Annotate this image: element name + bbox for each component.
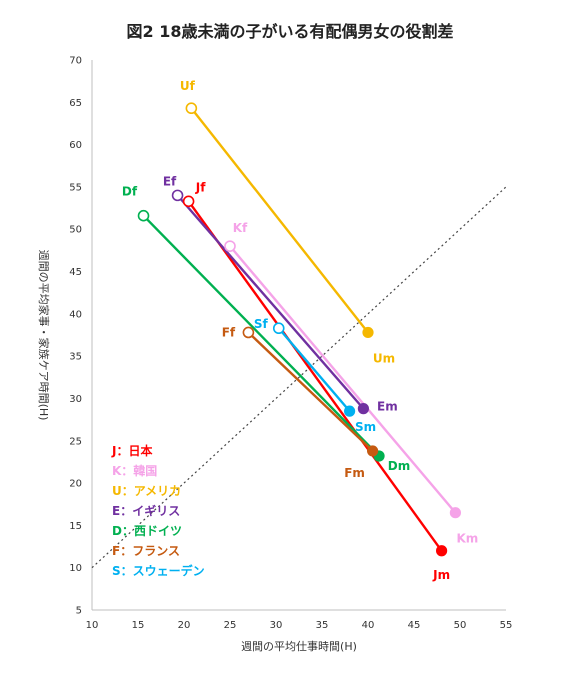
point-uf: [185, 102, 198, 115]
legend-item: K：韓国: [112, 463, 157, 478]
series-line-uf: [190, 107, 369, 334]
point-um: [362, 326, 374, 339]
y-tick-label: 30: [69, 394, 82, 405]
label-fm: Fm: [344, 466, 365, 480]
label-jm: Jm: [432, 568, 450, 582]
y-tick-label: 20: [69, 479, 82, 490]
x-tick-label: 20: [178, 620, 191, 631]
series-line-ef: [176, 194, 365, 410]
reference-line: [91, 186, 507, 569]
y-tick-label: 50: [69, 225, 82, 236]
legend-item: F：フランス: [112, 544, 180, 558]
y-tick-label: 35: [69, 352, 82, 363]
x-tick-label: 10: [86, 620, 99, 631]
label-df: Df: [122, 185, 138, 199]
label-em: Em: [377, 400, 398, 414]
y-tick-label: 45: [69, 267, 82, 278]
x-tick-label: 40: [362, 620, 375, 631]
x-tick-label: 45: [408, 620, 421, 631]
point-km: [449, 507, 461, 519]
point-sf: [272, 322, 285, 335]
x-tick-label: 15: [132, 620, 145, 631]
chart-title: 図2 18歳未満の子がいる有配偶男女の役割差: [126, 22, 454, 41]
label-km: Km: [456, 532, 478, 546]
label-sm: Sm: [355, 420, 376, 434]
point-kf: [224, 240, 236, 252]
series-line-jf: [187, 200, 443, 552]
y-tick-label: 25: [69, 436, 82, 447]
legend-item: D：西ドイツ: [112, 524, 182, 538]
point-ef: [171, 189, 184, 202]
y-tick-label: 5: [76, 606, 82, 617]
x-axis-title: 週間の平均仕事時間(H): [241, 640, 357, 653]
label-ef: Ef: [163, 174, 177, 188]
point-df: [137, 209, 150, 222]
series-lines: [142, 107, 457, 552]
y-tick-label: 10: [69, 563, 82, 574]
y-tick-label: 70: [69, 56, 82, 67]
y-tick-label: 65: [69, 98, 82, 109]
point-labels: Jf Jm Kf Km Uf Um Ef Em Df Dm Ff Fm Sf Sm: [122, 79, 478, 582]
axes: 10 15 20 25 30 35 40 45 50 5551015202530354045505…: [37, 56, 512, 654]
x-tick-label: 30: [270, 620, 283, 631]
series-line-kf: [229, 245, 457, 514]
point-fm: [367, 445, 379, 457]
point-sm: [344, 405, 356, 417]
x-tick-label: 55: [500, 620, 513, 631]
y-tick-label: 55: [69, 182, 82, 193]
legend-item: U：アメリカ: [112, 484, 181, 498]
x-tick-label: 25: [224, 620, 237, 631]
y-tick-label: 60: [69, 140, 82, 151]
label-kf: Kf: [233, 221, 248, 235]
y-tick-label: 15: [69, 521, 82, 532]
x-tick-label: 50: [454, 620, 467, 631]
series-line-df: [142, 214, 380, 457]
point-em: [357, 403, 369, 415]
reference-line-path: [91, 186, 507, 569]
label-ff: Ff: [222, 325, 236, 339]
label-jf: Jf: [195, 180, 206, 194]
label-dm: Dm: [388, 459, 410, 473]
y-tick-label: 40: [69, 309, 82, 320]
label-um: Um: [373, 351, 395, 365]
label-uf: Uf: [180, 79, 196, 93]
point-jf: [182, 195, 195, 208]
series-line-sf: [277, 327, 351, 412]
legend-item: E：イギリス: [112, 503, 180, 518]
point-ff: [242, 326, 255, 339]
x-tick-label: 35: [316, 620, 329, 631]
series-line-ff: [247, 331, 374, 452]
y-axis-title: 週間の平均家事・家族ケア時間(H): [37, 250, 51, 421]
label-sf: Sf: [254, 317, 269, 331]
point-jm: [436, 545, 448, 557]
data-points: [137, 102, 461, 557]
legend-item: J：日本: [111, 443, 152, 458]
legend-item: S：スウェーデン: [112, 563, 205, 578]
legend: J：日本 K：韓国 U：アメリカ E：イギリス D：西ドイツ F：フランス S：スウェーデン: [111, 443, 205, 578]
